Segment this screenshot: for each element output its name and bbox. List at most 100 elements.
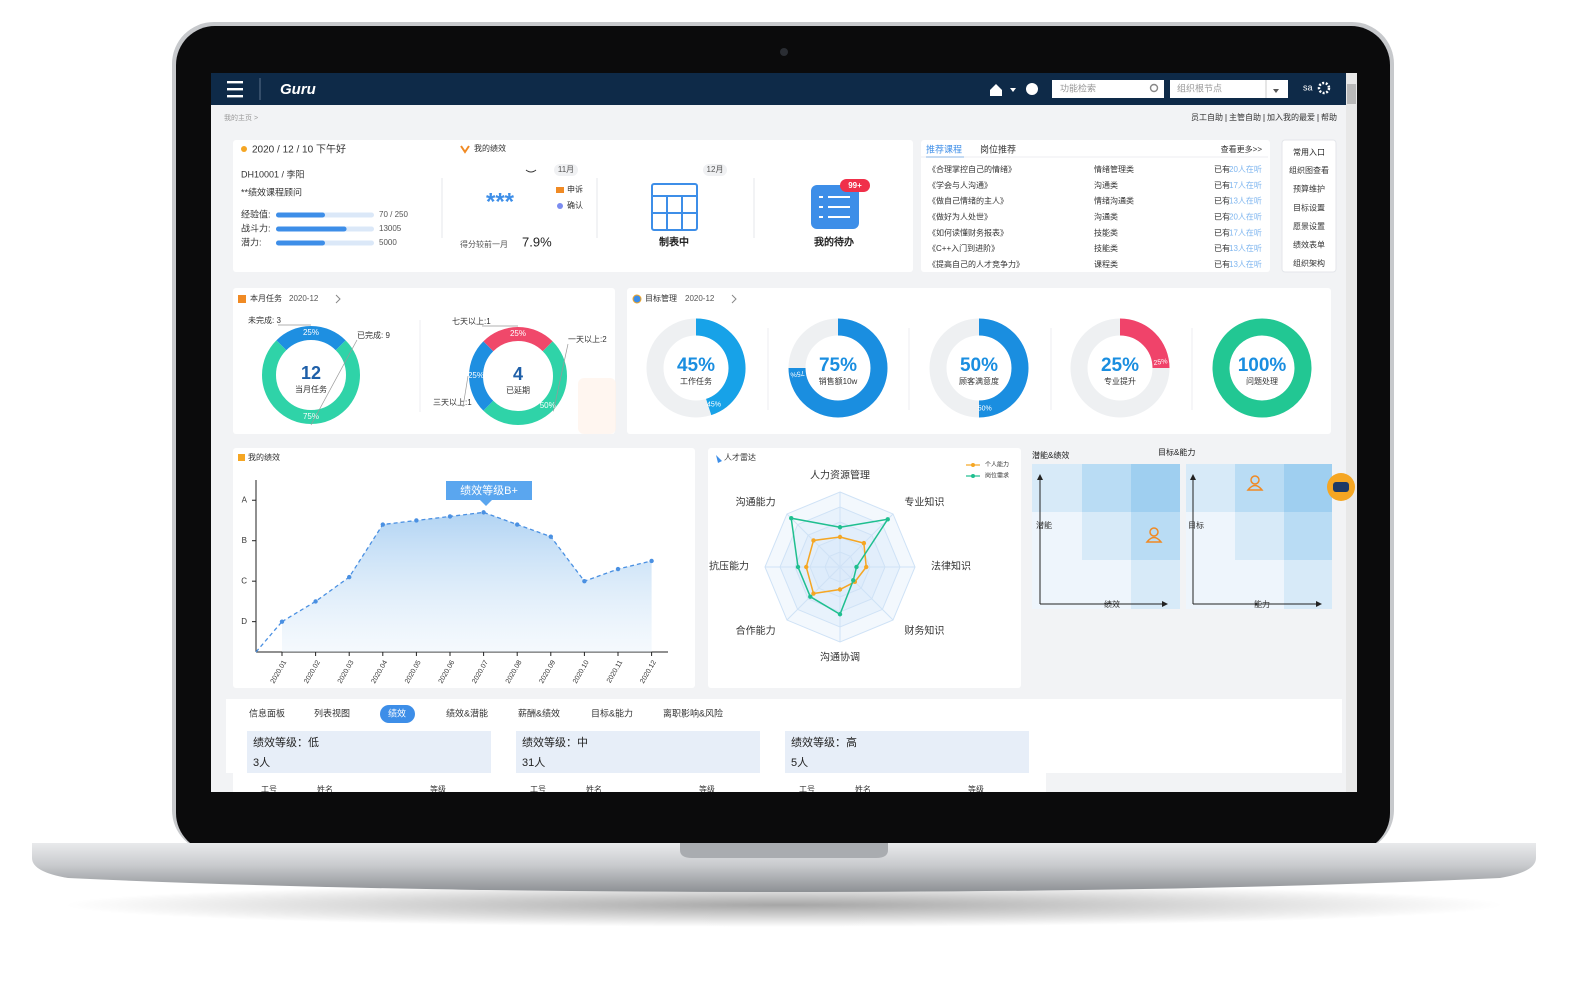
active-tab[interactable] — [380, 705, 415, 723]
chart-title: 人才雷达 — [724, 452, 756, 462]
donut-center-value: 4 — [513, 364, 523, 384]
annotation-box — [446, 481, 532, 500]
radar-point — [811, 538, 816, 543]
detail-tab[interactable]: 信息面板 — [249, 707, 285, 718]
ring-progress — [695, 318, 746, 416]
course-listeners[interactable]: 20人在听 — [1229, 212, 1262, 222]
menu-icon[interactable] — [227, 81, 243, 98]
detail-tab[interactable]: 目标&能力 — [591, 707, 633, 718]
message-icon[interactable] — [1026, 83, 1038, 95]
period: 2020-12 — [289, 294, 319, 303]
annotation-pointer — [480, 500, 492, 506]
donut-center-label: 当月任务 — [295, 384, 327, 394]
stat-value: 70 / 250 — [379, 210, 408, 219]
matrix-y-label: 目标 — [1188, 520, 1204, 530]
breadcrumb: 我的主页 > — [224, 113, 258, 122]
scrollbar — [1346, 73, 1357, 792]
ring-progress — [978, 318, 1029, 418]
detail-tab[interactable]: 绩效 — [388, 707, 406, 718]
compare-value: 7.9% — [522, 234, 552, 249]
top-link[interactable]: 员工自助 — [1191, 112, 1223, 122]
card-title: 本月任务 — [250, 293, 282, 303]
course-name: 《提高自己的人才竞争力》 — [928, 259, 1024, 269]
detail-tab[interactable]: 绩效&潜能 — [446, 707, 488, 718]
detail-tab[interactable]: 薪酬&绩效 — [518, 707, 560, 718]
matrix-panel — [1032, 464, 1180, 609]
course-tab[interactable]: 推荐课程 — [926, 143, 962, 154]
course-tab[interactable]: 岗位推荐 — [980, 143, 1016, 154]
course-category: 技能类 — [1094, 227, 1118, 237]
course-listeners[interactable]: 17人在听 — [1229, 180, 1262, 190]
top-link[interactable]: 加入我的最爱 — [1267, 112, 1315, 122]
course-listeners[interactable]: 13人在听 — [1229, 196, 1262, 206]
badge — [840, 179, 870, 192]
shortcut[interactable]: 预算维护 — [1293, 184, 1325, 194]
shortcut[interactable]: 愿景设置 — [1293, 221, 1325, 231]
settings-icon[interactable] — [1317, 81, 1331, 95]
matrix-panel — [1186, 464, 1332, 609]
confirm-icon[interactable] — [557, 203, 563, 209]
course-listeners[interactable]: 13人在听 — [1229, 259, 1262, 269]
table-icon — [651, 183, 698, 231]
radar-point — [837, 534, 843, 540]
legend-label: 个人能力 — [985, 461, 1009, 469]
course-category: 情绪沟通类 — [1094, 196, 1134, 206]
group-panel — [516, 731, 760, 773]
search-box[interactable] — [1052, 80, 1164, 98]
course-name: 《C++入门到进阶》 — [928, 243, 999, 253]
course-status: 已有 — [1214, 180, 1230, 190]
group-panel — [247, 731, 491, 773]
column-header: 姓名 — [855, 784, 871, 794]
chevron[interactable] — [731, 294, 737, 304]
course-listeners[interactable]: 20人在听 — [1229, 164, 1262, 174]
group-panel — [785, 731, 1029, 773]
stat-label: 战斗力: — [241, 222, 271, 233]
line-point — [313, 599, 318, 604]
card-title: 我的绩效 — [474, 143, 506, 153]
action[interactable]: 确认 — [567, 200, 583, 210]
course-listeners[interactable]: 13人在听 — [1229, 243, 1262, 253]
group-count: 31人 — [522, 756, 545, 769]
radar-point — [861, 540, 867, 546]
segment-percent: 25% — [468, 371, 484, 380]
appeal-icon[interactable] — [556, 187, 564, 193]
more-link[interactable]: 查看更多>> — [1221, 144, 1263, 154]
chevron[interactable] — [335, 294, 341, 304]
ring-value: 25% — [1101, 355, 1139, 376]
course-listeners[interactable]: 17人在听 — [1229, 227, 1262, 237]
card — [233, 140, 913, 272]
sun-icon — [241, 146, 247, 152]
shortcut[interactable]: 目标设置 — [1293, 202, 1325, 212]
eye-icon — [525, 169, 537, 173]
line-point — [615, 566, 621, 572]
detail-tab[interactable]: 列表视图 — [314, 707, 350, 718]
segment-label: 未完成: 3 — [248, 315, 281, 325]
shortcut[interactable]: 组织图查看 — [1289, 165, 1329, 175]
radar-axis-label: 人力资源管理 — [810, 469, 870, 482]
ring-label: 工作任务 — [680, 376, 712, 386]
select-caret[interactable] — [1273, 89, 1279, 93]
line-point — [649, 558, 654, 564]
home-icon[interactable] — [990, 84, 1002, 96]
segment-label: 三天以上:1 — [433, 398, 472, 407]
caret[interactable] — [1010, 88, 1016, 92]
shortcut[interactable]: 组织架构 — [1293, 258, 1325, 268]
detail-tab[interactable]: 离职影响&风险 — [663, 707, 723, 718]
scroll-thumb[interactable] — [1347, 84, 1356, 104]
course-name: 《合理掌控自己的情绪》 — [928, 164, 1016, 174]
shortcut[interactable]: 绩效表单 — [1293, 240, 1325, 250]
top-link[interactable]: 帮助 — [1321, 112, 1337, 122]
search-icon[interactable] — [1149, 83, 1159, 93]
panel-gap — [1046, 773, 1342, 792]
org-select[interactable] — [1170, 80, 1288, 98]
top-link[interactable]: 主管自助 — [1229, 112, 1261, 122]
ring-value: 100% — [1238, 355, 1287, 376]
radar-point — [808, 594, 813, 599]
search-placeholder: 功能检索 — [1060, 82, 1096, 93]
line-point — [380, 522, 385, 527]
action[interactable]: 申诉 — [567, 184, 583, 194]
shadow — [64, 883, 1504, 927]
radar-axis-label: 抗压能力 — [709, 560, 749, 573]
course-name: 《做好为人处世》 — [928, 212, 992, 222]
